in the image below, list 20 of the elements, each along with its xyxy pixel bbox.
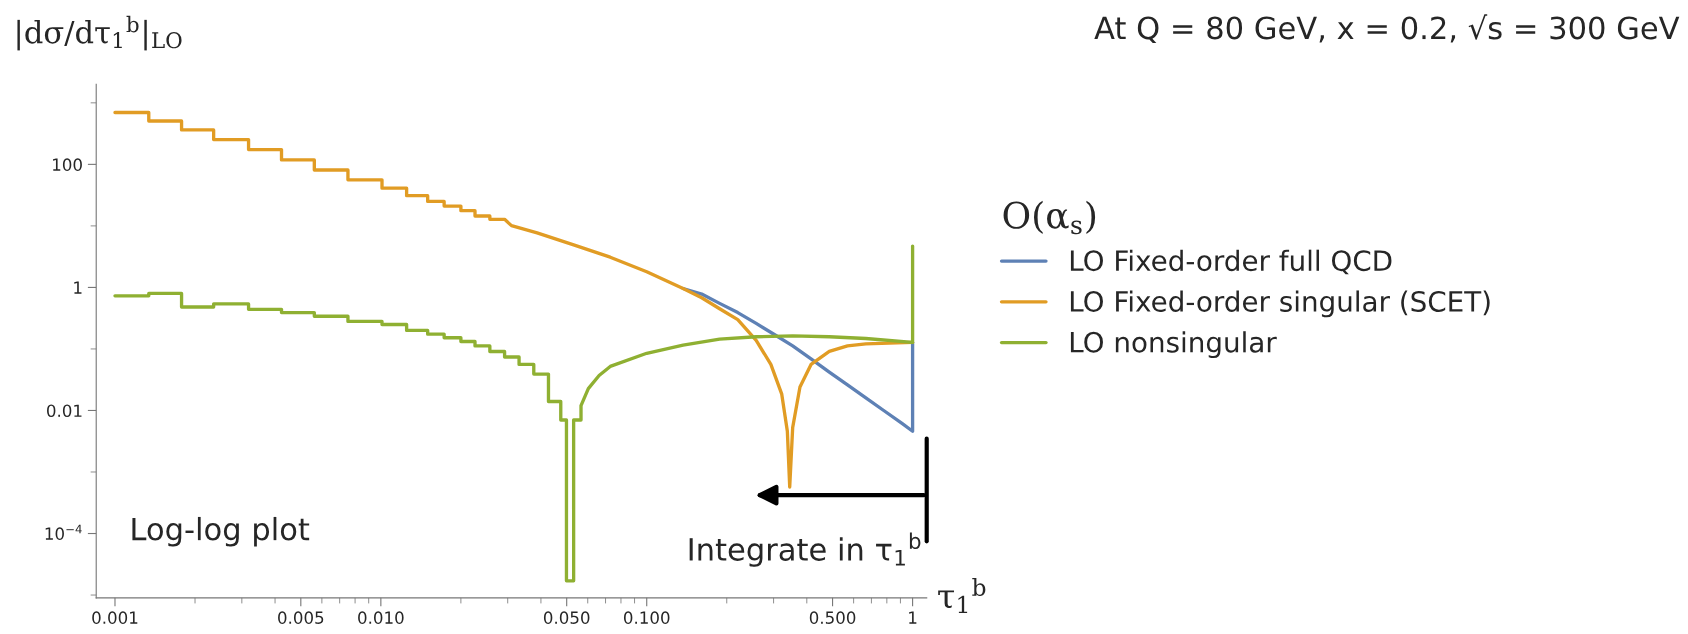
y-axis-title: |dσ/dτ$_{1}$$^{b}$|$_{LO}$ xyxy=(17,15,182,51)
annotation: Log-log plot xyxy=(132,516,310,547)
x-tick-label: 0.050 xyxy=(543,611,590,624)
legend-label: LO Fixed-order singular (SCET) xyxy=(1070,290,1490,318)
annotation: Integrate in τ$_{1}$$^{b}$ xyxy=(689,532,921,567)
x-axis-title: τ$_{1}$$^{b}$ xyxy=(938,578,986,614)
x-tick-label: 1 xyxy=(909,611,917,624)
x-tick-label: 0.010 xyxy=(358,611,404,624)
y-tick-label: 1 xyxy=(74,281,82,294)
legend-title: O(α$_{s}$) xyxy=(1003,200,1096,235)
x-tick-label: 0.001 xyxy=(92,611,138,624)
y-tick-label: 100 xyxy=(53,158,82,171)
legend-label: LO nonsingular xyxy=(1070,331,1277,359)
legend-label: LO Fixed-order full QCD xyxy=(1070,249,1392,275)
y-tick-label: 10$^{−4}$ xyxy=(45,524,82,540)
text: At Q = 80 GeV, x = 0.2, √s = 300 GeV xyxy=(1094,14,1680,44)
x-tick-label: 0.100 xyxy=(623,611,670,624)
x-tick-label: 0.500 xyxy=(809,611,856,624)
y-tick-label: 0.01 xyxy=(47,404,82,418)
x-tick-label: 0.005 xyxy=(278,611,324,624)
